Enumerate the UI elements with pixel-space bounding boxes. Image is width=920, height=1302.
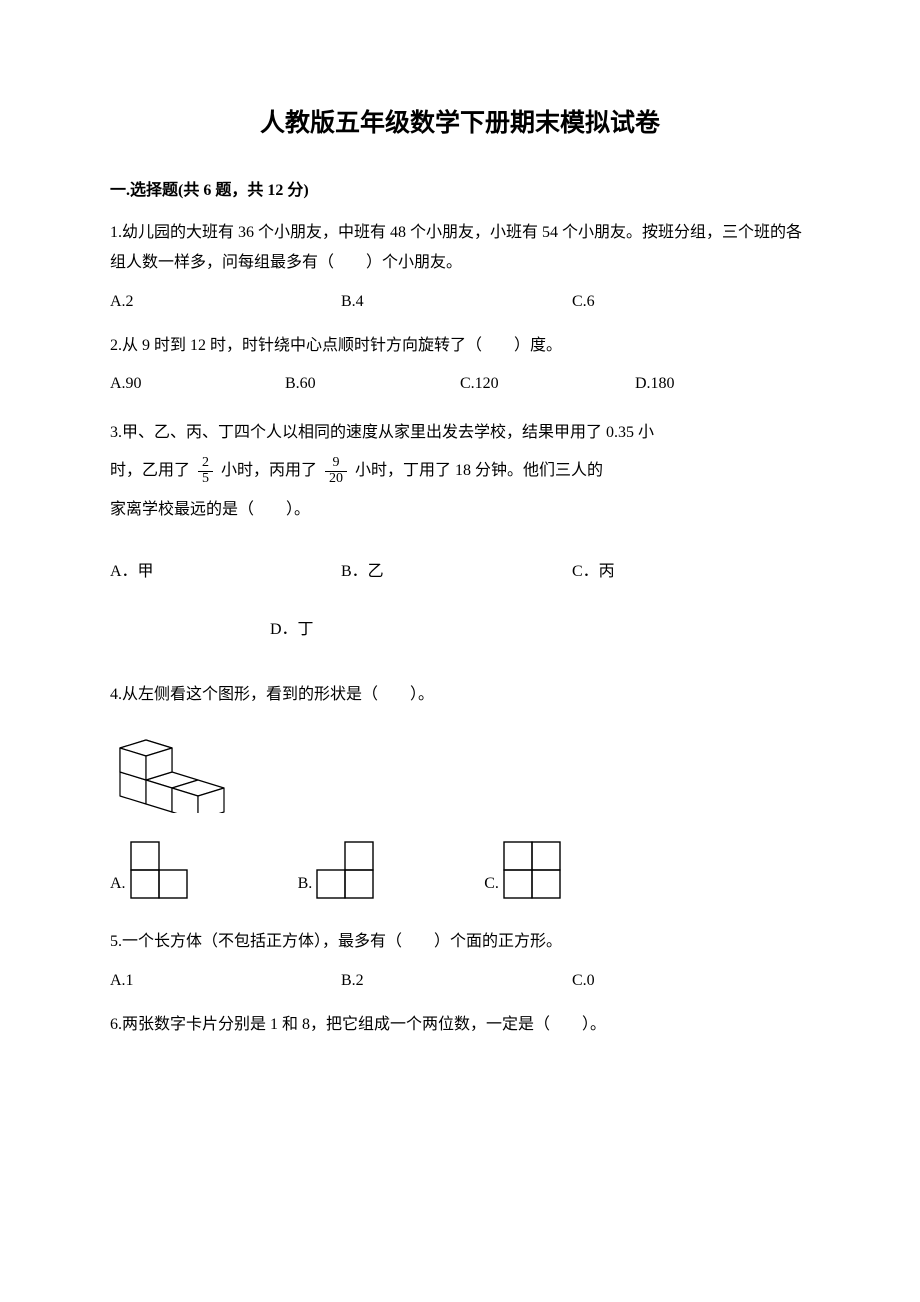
q2-options: A.90 B.60 C.120 D.180 xyxy=(110,369,810,399)
q3-frac2-den: 20 xyxy=(325,472,347,487)
q3-mid-post: 小时，丁用了 18 分钟。他们三人的 xyxy=(355,462,603,479)
q3-line3: 家离学校最远的是（ ）。 xyxy=(110,491,810,529)
section-heading: 一.选择题(共 6 题，共 12 分) xyxy=(110,176,810,206)
q3-option-a: A．甲 xyxy=(110,553,341,591)
q4-shape-c-icon xyxy=(503,841,561,899)
exam-title: 人教版五年级数学下册期末模拟试卷 xyxy=(110,100,810,148)
q5-option-c: C.0 xyxy=(572,966,803,996)
q3-option-c: C．丙 xyxy=(572,553,803,591)
q4-shape-b-icon xyxy=(316,841,374,899)
q1-text: 1.幼儿园的大班有 36 个小朋友，中班有 48 个小朋友，小班有 54 个小朋… xyxy=(110,218,810,279)
question-4: 4.从左侧看这个图形，看到的形状是（ ）。 xyxy=(110,680,810,899)
q3-fraction-1: 2 5 xyxy=(198,456,213,486)
q6-text: 6.两张数字卡片分别是 1 和 8，把它组成一个两位数，一定是（ ）。 xyxy=(110,1010,810,1040)
q3-frac1-num: 2 xyxy=(198,456,213,472)
q3-option-b: B．乙 xyxy=(341,553,572,591)
q4-option-c: C. xyxy=(484,841,561,899)
q4-text: 4.从左侧看这个图形，看到的形状是（ ）。 xyxy=(110,680,810,710)
q4-optA-label: A. xyxy=(110,869,126,899)
q2-option-b: B.60 xyxy=(285,369,460,399)
q5-option-b: B.2 xyxy=(341,966,572,996)
q3-frac2-num: 9 xyxy=(325,456,347,472)
q2-option-c: C.120 xyxy=(460,369,635,399)
q3-option-d: D．丁 xyxy=(270,621,314,638)
q4-optC-label: C. xyxy=(484,869,499,899)
q4-isometric-figure xyxy=(110,728,810,813)
question-1: 1.幼儿园的大班有 36 个小朋友，中班有 48 个小朋友，小班有 54 个小朋… xyxy=(110,218,810,317)
q1-option-b: B.4 xyxy=(341,287,572,317)
q4-option-a: A. xyxy=(110,841,188,899)
question-2: 2.从 9 时到 12 时，时针绕中心点顺时针方向旋转了（ ）度。 A.90 B… xyxy=(110,331,810,400)
q2-option-d: D.180 xyxy=(635,369,810,399)
q5-options: A.1 B.2 C.0 xyxy=(110,966,810,996)
q3-line2: 时，乙用了 2 5 小时，丙用了 9 20 小时，丁用了 18 分钟。他们三人的 xyxy=(110,452,810,490)
exam-page: 人教版五年级数学下册期末模拟试卷 一.选择题(共 6 题，共 12 分) 1.幼… xyxy=(0,0,920,1302)
q5-option-a: A.1 xyxy=(110,966,341,996)
q1-option-a: A.2 xyxy=(110,287,341,317)
q4-option-b: B. xyxy=(298,841,375,899)
question-6: 6.两张数字卡片分别是 1 和 8，把它组成一个两位数，一定是（ ）。 xyxy=(110,1010,810,1040)
q2-option-a: A.90 xyxy=(110,369,285,399)
q3-options-row1: A．甲 B．乙 C．丙 xyxy=(110,553,810,591)
q4-options: A. B. xyxy=(110,841,810,899)
question-3: 3.甲、乙、丙、丁四个人以相同的速度从家里出发去学校，结果甲用了 0.35 小 … xyxy=(110,414,810,650)
cube-stack-icon xyxy=(110,728,245,813)
q5-text: 5.一个长方体（不包括正方体），最多有（ ）个面的正方形。 xyxy=(110,927,810,957)
q3-line1: 3.甲、乙、丙、丁四个人以相同的速度从家里出发去学校，结果甲用了 0.35 小 xyxy=(110,414,810,452)
q4-shape-a-icon xyxy=(130,841,188,899)
q2-text: 2.从 9 时到 12 时，时针绕中心点顺时针方向旋转了（ ）度。 xyxy=(110,331,810,361)
q3-mid-pre: 时，乙用了 xyxy=(110,462,190,479)
q4-optB-label: B. xyxy=(298,869,313,899)
q3-options-row2: D．丁 xyxy=(110,611,810,649)
q3-frac1-den: 5 xyxy=(198,472,213,487)
question-5: 5.一个长方体（不包括正方体），最多有（ ）个面的正方形。 A.1 B.2 C.… xyxy=(110,927,810,996)
q3-mid-mid: 小时，丙用了 xyxy=(221,462,317,479)
q1-option-c: C.6 xyxy=(572,287,803,317)
q1-options: A.2 B.4 C.6 xyxy=(110,287,810,317)
q3-fraction-2: 9 20 xyxy=(325,456,347,486)
